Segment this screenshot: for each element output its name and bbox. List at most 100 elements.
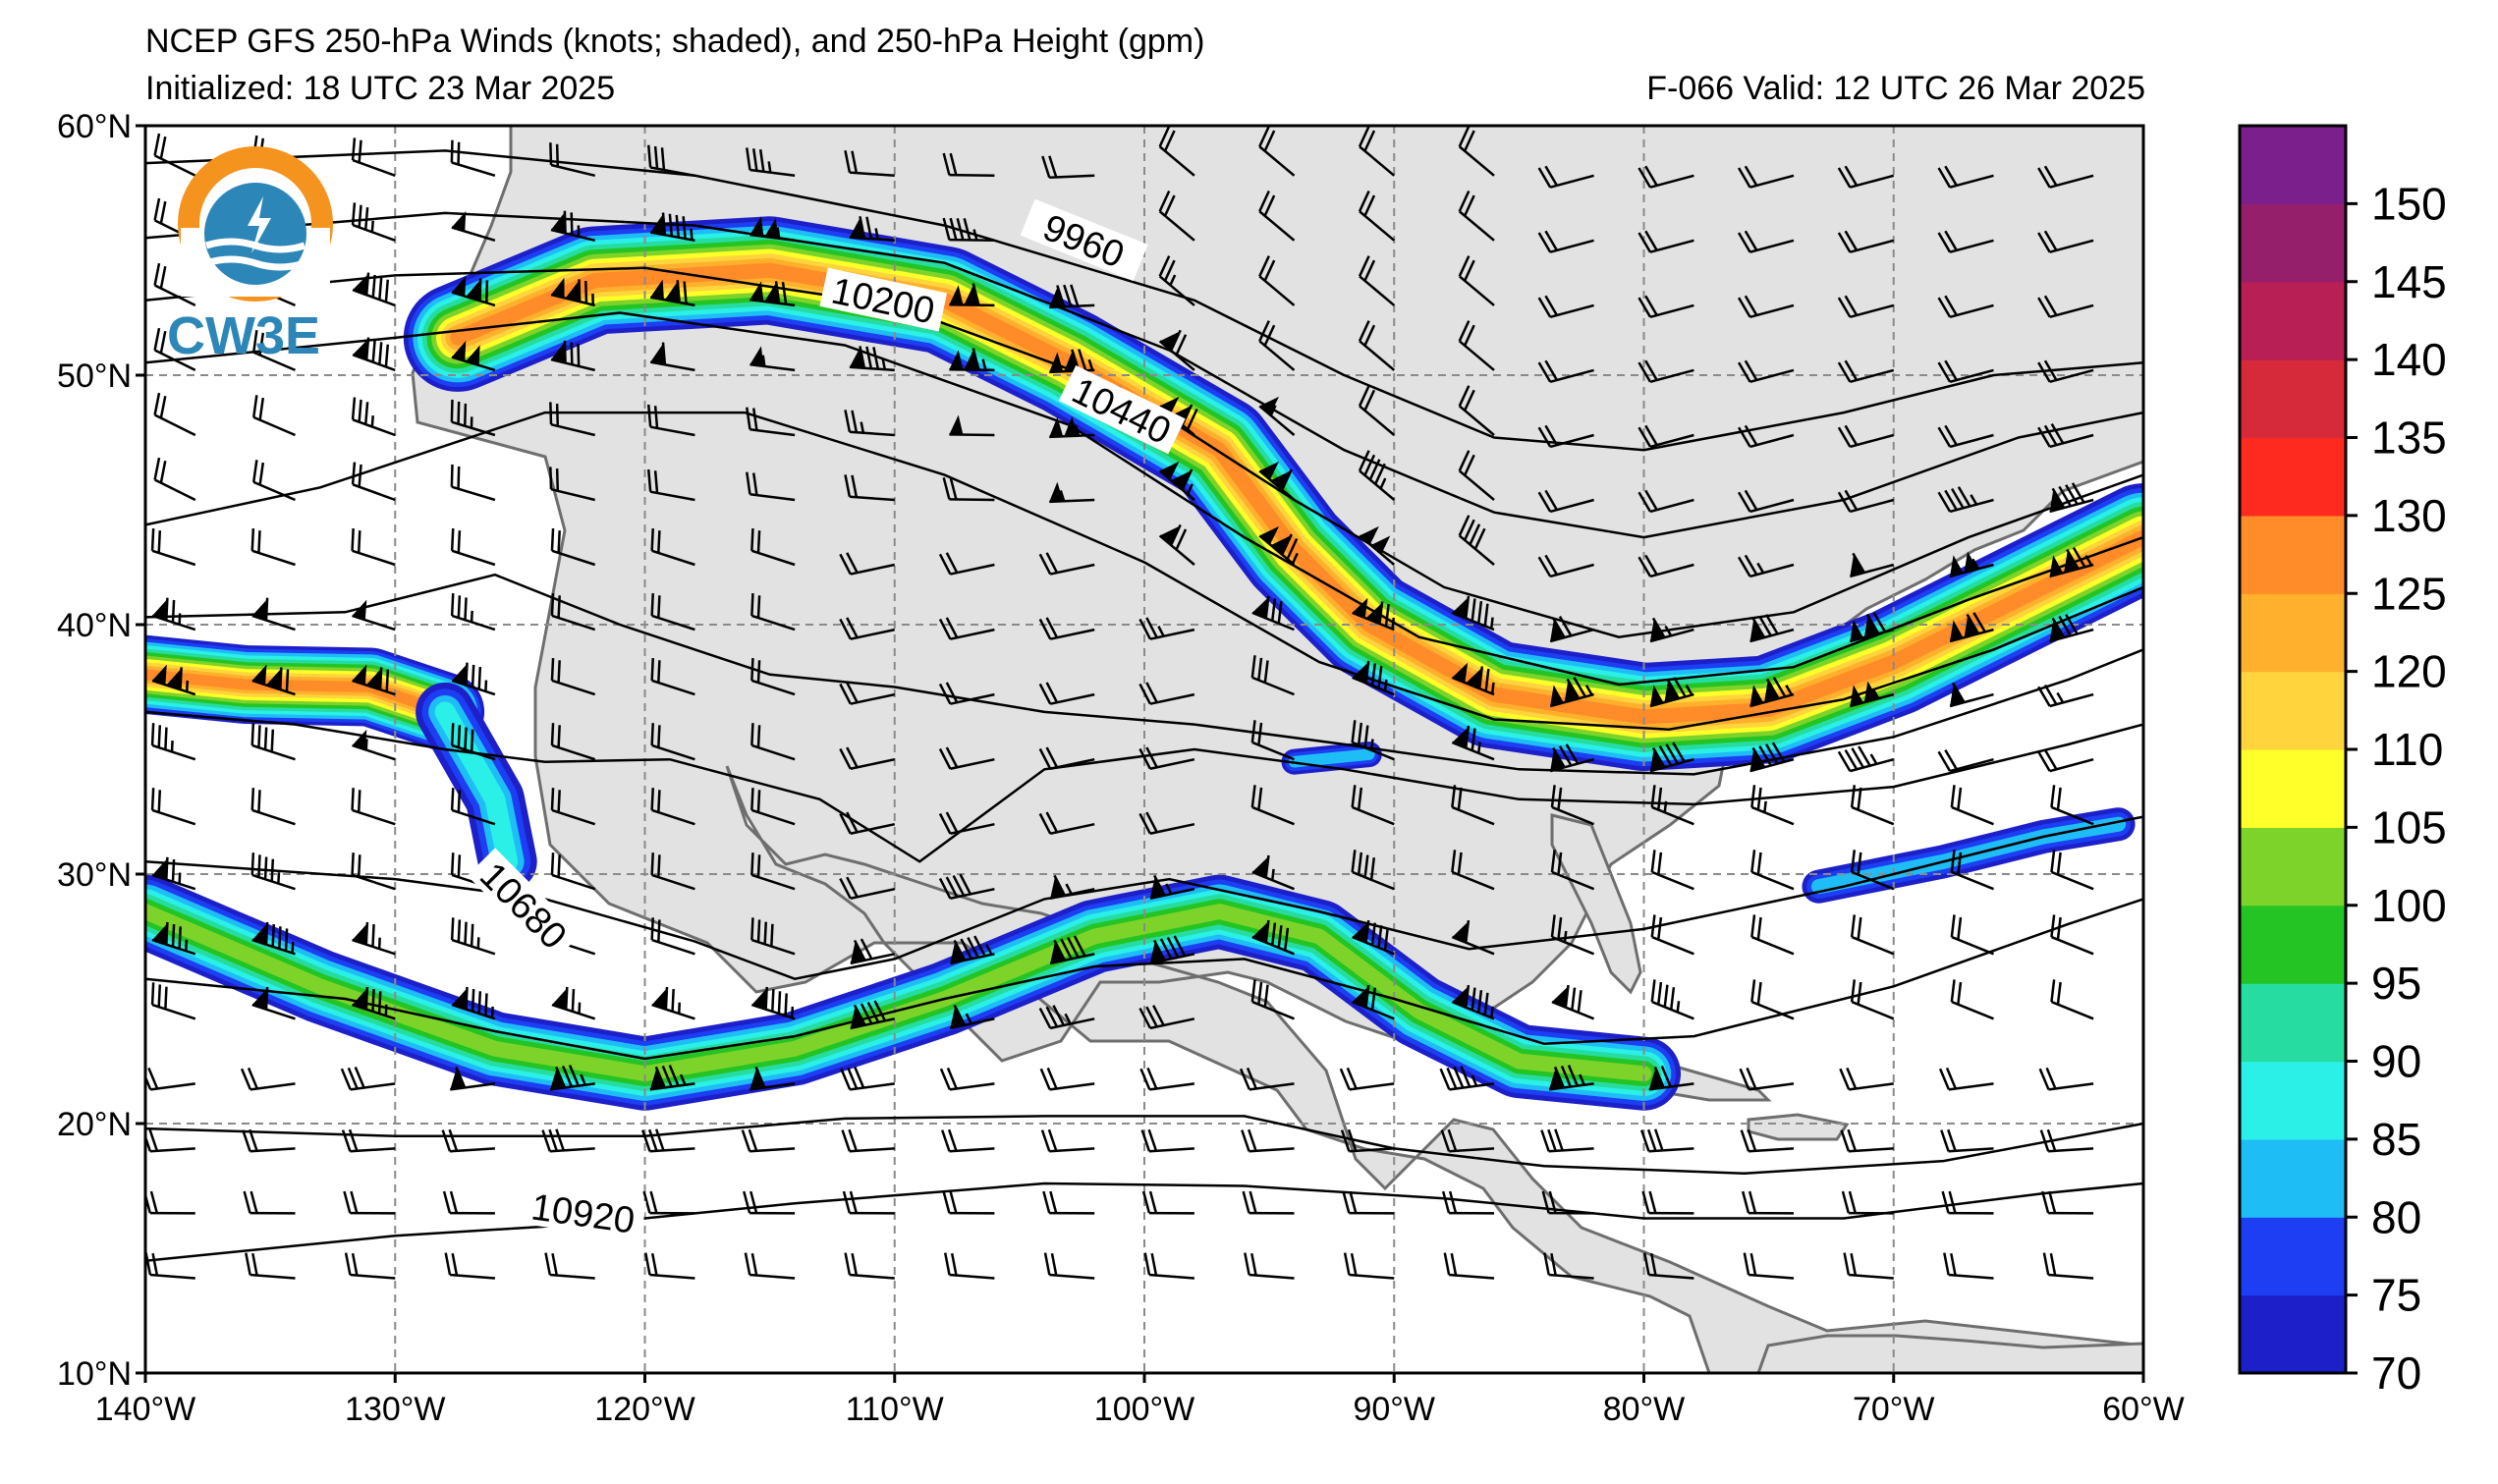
wind-barb bbox=[844, 410, 895, 437]
wind-barb bbox=[1743, 1252, 1795, 1280]
wind-barb bbox=[2037, 684, 2094, 708]
wind-barb bbox=[642, 1190, 695, 1215]
wind-barb bbox=[1458, 126, 1495, 177]
wind-barb bbox=[351, 527, 396, 567]
wind-barb bbox=[2050, 914, 2094, 956]
wind-barb bbox=[442, 1190, 495, 1215]
colorbar-swatch bbox=[2240, 437, 2346, 517]
wind-barb bbox=[1537, 489, 1594, 514]
wind-barb bbox=[938, 873, 995, 900]
wind-barb bbox=[939, 1067, 995, 1091]
wind-barb bbox=[451, 276, 496, 307]
wind-barb bbox=[1550, 785, 1595, 826]
wind-barb bbox=[1358, 255, 1396, 306]
wind-barb bbox=[1741, 1190, 1795, 1215]
wind-barb bbox=[2050, 850, 2094, 891]
wind-barb bbox=[1458, 255, 1495, 306]
wind-barb bbox=[1250, 655, 1295, 696]
wind-barb bbox=[1258, 461, 1296, 501]
wind-barb bbox=[1038, 552, 1095, 576]
colorbar-label: 120 bbox=[2371, 646, 2447, 697]
wind-barb bbox=[1837, 359, 1895, 384]
colorbar-swatch bbox=[2240, 281, 2346, 360]
wind-barb bbox=[1352, 984, 1395, 1020]
wind-barb bbox=[1241, 1128, 1295, 1153]
wind-barb bbox=[250, 852, 296, 891]
wind-barb bbox=[1850, 914, 1895, 956]
colorbar-label: 110 bbox=[2371, 724, 2443, 775]
wind-barb bbox=[1750, 914, 1795, 956]
wind-barb bbox=[450, 723, 496, 761]
wind-barb bbox=[1638, 554, 1694, 578]
wind-barb bbox=[1451, 595, 1495, 632]
wind-barb bbox=[250, 788, 296, 826]
wind-barb bbox=[1950, 914, 1994, 956]
lon-tick-label: 110°W bbox=[846, 1391, 944, 1428]
wind-barb bbox=[1949, 682, 1994, 708]
wind-barb bbox=[153, 262, 196, 307]
wind-barb bbox=[1039, 1067, 1095, 1091]
wind-barb bbox=[1650, 979, 1694, 1020]
wind-barb bbox=[750, 788, 796, 826]
wind-barb bbox=[251, 395, 296, 437]
wind-barb bbox=[153, 327, 196, 372]
wind-barb bbox=[1837, 424, 1895, 449]
wind-barb bbox=[550, 277, 595, 307]
wind-barb bbox=[650, 527, 695, 567]
wind-barb bbox=[750, 658, 796, 696]
wind-barb bbox=[1049, 415, 1095, 439]
wind-barb bbox=[1244, 1252, 1295, 1280]
lat-tick-label: 30°N bbox=[57, 856, 132, 894]
wind-barb bbox=[451, 341, 496, 372]
height-contour-line bbox=[145, 266, 2143, 638]
valid-time: F-066 Valid: 12 UTC 26 Mar 2025 bbox=[1646, 70, 2145, 107]
wind-barb bbox=[2042, 1252, 2094, 1280]
wind-barb bbox=[1358, 385, 1396, 436]
wind-barb bbox=[1258, 126, 1296, 177]
height-contour-line bbox=[145, 311, 2143, 687]
logo-bolt-icon bbox=[248, 196, 271, 253]
wind-barbs bbox=[145, 126, 2094, 1280]
wind-barb bbox=[1143, 1252, 1194, 1280]
wind-barb bbox=[550, 723, 596, 761]
wind-barb bbox=[1639, 1128, 1694, 1153]
colorbar-swatch bbox=[2240, 827, 2346, 907]
lon-tick-label: 70°W bbox=[1853, 1391, 1935, 1428]
colorbar: 70 75 80 85 90 95 100 105 110 120 125 130 135 140 145 1… bbox=[2238, 124, 2447, 1399]
wind-barb bbox=[544, 1252, 595, 1280]
colorbar-swatch bbox=[2240, 126, 2346, 204]
wind-barb bbox=[1837, 165, 1895, 189]
wind-barb bbox=[646, 468, 695, 502]
wind-barb bbox=[844, 149, 895, 178]
wind-barb bbox=[1042, 1190, 1095, 1215]
wind-barb bbox=[441, 1128, 495, 1153]
wind-barb bbox=[749, 281, 796, 307]
wind-barb bbox=[849, 346, 895, 372]
wind-barb bbox=[942, 1190, 995, 1215]
wind-barb bbox=[1850, 850, 1895, 891]
wind-barb bbox=[1250, 979, 1295, 1020]
wind-barb bbox=[2037, 230, 2094, 253]
wind-barb bbox=[650, 658, 695, 696]
wind-barb bbox=[2050, 785, 2094, 826]
wind-barb bbox=[1649, 742, 1694, 773]
wind-barb bbox=[750, 852, 796, 891]
map-title: NCEP GFS 250-hPa Winds (knots; shaded), … bbox=[145, 23, 1205, 60]
wind-barb bbox=[1352, 597, 1396, 632]
wind-barb bbox=[352, 599, 396, 632]
wind-barb bbox=[2037, 359, 2094, 384]
wind-barb bbox=[549, 142, 595, 178]
colorbar-swatch bbox=[2240, 749, 2346, 828]
wind-barb bbox=[341, 1128, 396, 1153]
wind-barb bbox=[850, 938, 896, 965]
lon-tick-label: 120°W bbox=[594, 1391, 694, 1428]
wind-barb bbox=[2037, 165, 2094, 189]
colorbar-label: 135 bbox=[2371, 412, 2447, 464]
contour-label-bg bbox=[1058, 365, 1186, 455]
wind-barb bbox=[1451, 919, 1495, 956]
wind-barb bbox=[2038, 1067, 2094, 1091]
wind-barb bbox=[1650, 850, 1694, 891]
wind-barb bbox=[1158, 461, 1195, 501]
wind-barb bbox=[1540, 1128, 1594, 1153]
wind-barb bbox=[1739, 1067, 1795, 1091]
